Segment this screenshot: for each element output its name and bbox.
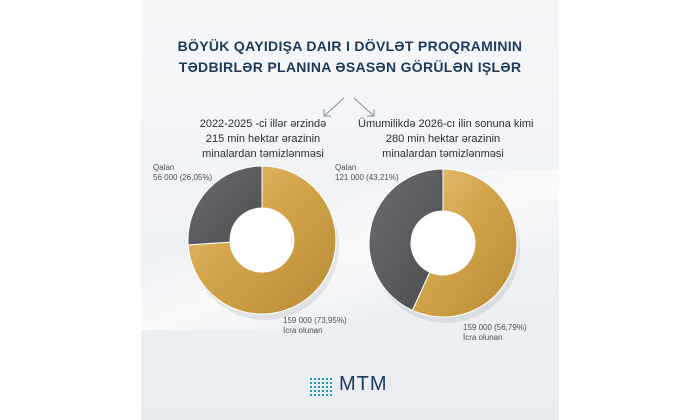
mtm-logo-icon bbox=[310, 378, 332, 396]
chart-1-remaining-label: Qalan 56 000 (26,05%) bbox=[153, 163, 212, 183]
chart-2-title-line-2: 280 min hektar ərazinin bbox=[385, 133, 501, 145]
chart-1-title-line-1: 2022-2025 -ci illər ərzində bbox=[199, 118, 327, 130]
chart-1-hole bbox=[230, 208, 294, 272]
chart-1-done-name: İcra olunan bbox=[283, 326, 323, 335]
chart-2-title-line-1: Ümumilikdə 2026-cı ilin sonuna kimi bbox=[358, 118, 534, 130]
chart-1-remaining-name: Qalan bbox=[153, 163, 175, 172]
chart-2-done-label: 159 000 (56,79%) İcra olunan bbox=[463, 323, 527, 343]
chart-2-title-line-3: minalardan təmizlənməsi bbox=[382, 148, 504, 160]
title-line-2: TƏDBIRLƏR PLANINA ƏSASƏN GÖRÜLƏN IŞLƏR bbox=[178, 59, 522, 75]
chart-2-done-value: 159 000 (56,79%) bbox=[463, 323, 527, 332]
arrow-right-icon bbox=[353, 97, 375, 117]
chart-2-remaining-name: Qalan bbox=[335, 163, 357, 172]
chart-1-title-line-2: 215 min hektar ərazinin bbox=[205, 133, 321, 145]
chart-1-title-line-3: minalardan təmizlənməsi bbox=[202, 148, 324, 160]
chart-1-done-label: 159 000 (73,95%) İcra olunan bbox=[283, 316, 347, 336]
arrow-left-icon bbox=[323, 97, 345, 117]
logo-text: MTM bbox=[339, 373, 388, 395]
chart-1-remaining-value: 56 000 (26,05%) bbox=[153, 173, 213, 182]
title-line-1: BÖYÜK QAYIDIŞA DAIR I DÖVLƏT PROQRAMININ bbox=[177, 38, 523, 54]
chart-2-remaining-label: Qalan 121 000 (43,21%) bbox=[335, 163, 399, 183]
chart-2-hole bbox=[411, 211, 475, 275]
chart-1-done-value: 159 000 (73,95%) bbox=[283, 316, 347, 325]
chart-2-remaining-value: 121 000 (43,21%) bbox=[335, 173, 399, 182]
chart-1-title: 2022-2025 -ci illər ərzində 215 min hekt… bbox=[188, 117, 338, 162]
chart-2-title: Ümumilikdə 2026-cı ilin sonuna kimi 280 … bbox=[358, 117, 534, 162]
chart-2-done-name: İcra olunan bbox=[463, 333, 503, 342]
page-title: BÖYÜK QAYIDIŞA DAIR I DÖVLƏT PROQRAMININ… bbox=[141, 36, 559, 78]
